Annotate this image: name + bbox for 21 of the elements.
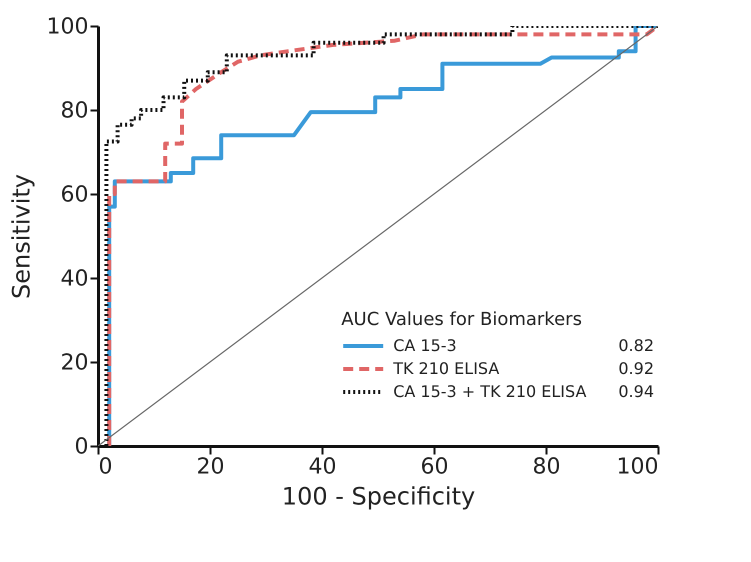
y-tick-label: 80 — [60, 98, 88, 124]
y-tick-label: 40 — [60, 266, 88, 292]
x-tick-label: 100 — [616, 454, 658, 480]
y-tick-label: 60 — [60, 182, 88, 208]
legend-label: CA 15-3 — [393, 336, 457, 355]
y-tick-label: 100 — [46, 14, 88, 40]
legend-title: AUC Values for Biomarkers — [341, 309, 582, 330]
y-tick-label: 20 — [60, 350, 88, 376]
y-axis-title: Sensitivity — [8, 174, 36, 299]
legend-label: TK 210 ELISA — [392, 359, 500, 378]
x-tick-label: 60 — [420, 454, 448, 480]
legend-label: CA 15-3 + TK 210 ELISA — [393, 382, 586, 401]
x-tick-label: 20 — [196, 454, 224, 480]
annotation: 0.94 — [618, 382, 654, 401]
annotation: 0.82 — [618, 336, 654, 355]
annotation: 0.92 — [618, 359, 654, 378]
x-tick-label: 0 — [98, 454, 112, 480]
x-tick-label: 80 — [532, 454, 560, 480]
x-axis-title: 100 - Specificity — [282, 482, 476, 510]
y-tick-label: 0 — [74, 434, 88, 460]
x-tick-label: 40 — [308, 454, 336, 480]
